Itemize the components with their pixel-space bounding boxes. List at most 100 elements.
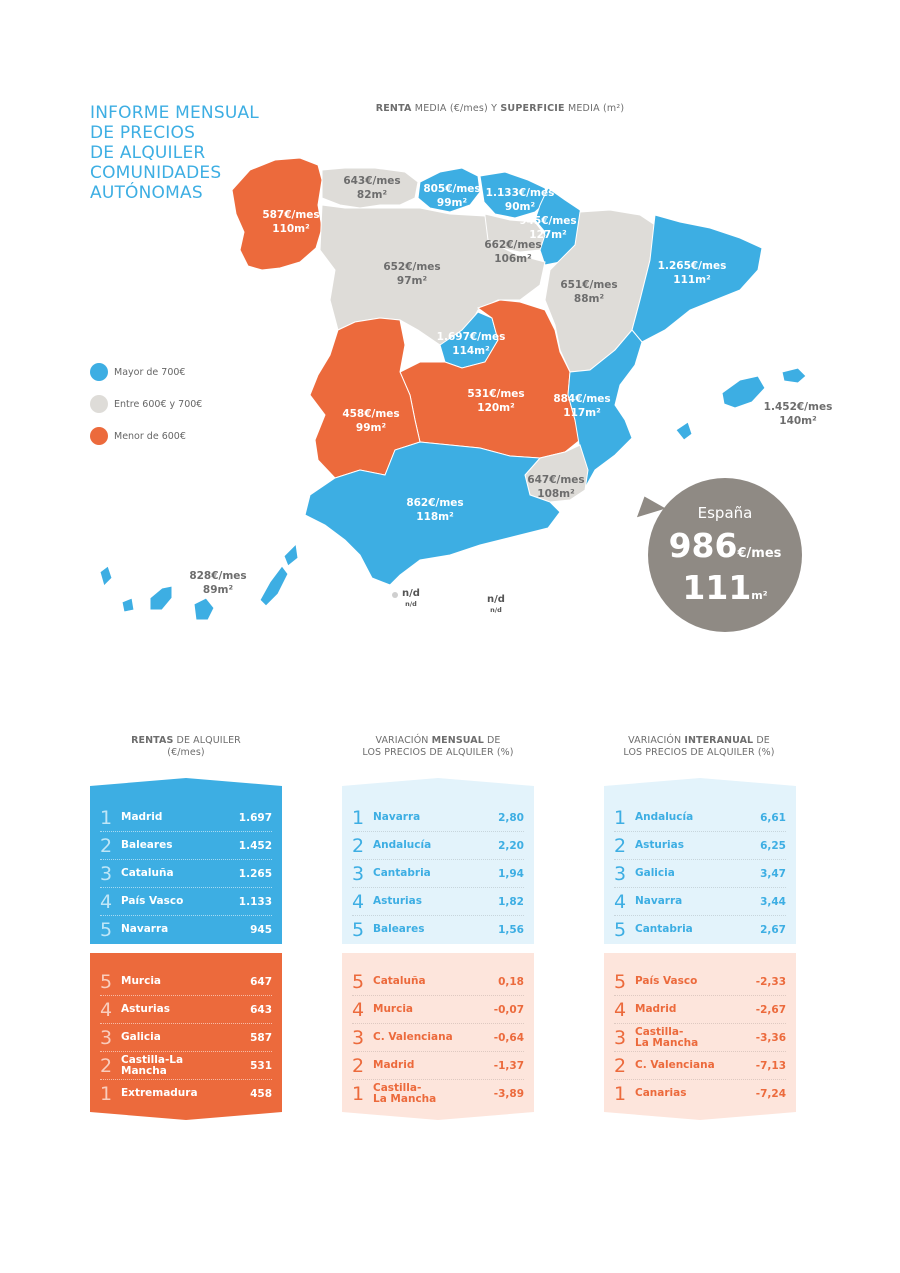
ranking-region: Galicia xyxy=(121,1031,161,1043)
ranking-value: 643 xyxy=(250,1003,272,1016)
region-cataluna xyxy=(631,214,763,343)
ranking-value: -0,07 xyxy=(493,1003,524,1016)
ranking-position: 4 xyxy=(614,890,627,913)
ranking-row: 3 Castilla- La Mancha -3,36 xyxy=(614,1023,786,1051)
region-canarias-5 xyxy=(259,565,289,607)
ranking-value: 531 xyxy=(250,1059,272,1072)
ranking-region: Andalucía xyxy=(373,839,432,851)
ranking-row: 5 Murcia 647 xyxy=(100,968,272,995)
ranking-region: C. Valenciana xyxy=(635,1059,715,1071)
region-area: 106m² xyxy=(494,253,532,265)
spain-rent-unit: €/mes xyxy=(737,546,782,561)
ranking-region: Extremadura xyxy=(121,1087,198,1099)
region-navarra xyxy=(534,187,586,266)
spain-area: 111m² xyxy=(648,568,802,607)
top-ranking: 1 Madrid 1.697 2 Baleares 1.452 3 Cataluña 1.265… xyxy=(90,778,282,944)
region-rent: 884€/mes xyxy=(553,393,611,405)
ranking-region: Castilla- La Mancha xyxy=(635,1025,699,1049)
region-area: 120m² xyxy=(477,402,515,414)
region-label-asturias: 643€/mes 82m² xyxy=(343,174,400,202)
map-heading: RENTA MEDIA (€/mes) Y SUPERFICIE MEDIA (… xyxy=(300,103,700,114)
ranking-region: Navarra xyxy=(121,923,169,935)
ranking-position: 4 xyxy=(100,890,113,913)
region-canarias-6 xyxy=(283,542,299,567)
region-label-pais-vasco: 1.133€/mes 90m² xyxy=(486,186,555,214)
nd-label-melilla: n/d n/d xyxy=(487,594,505,616)
ranking-region: Cataluña xyxy=(121,867,174,879)
title-line: DE ALQUILER xyxy=(90,143,206,163)
ranking-row: 1 Madrid 1.697 xyxy=(100,804,272,831)
region-area: 127m² xyxy=(529,229,567,241)
ranking-position: 1 xyxy=(614,1082,627,1105)
ranking-position: 4 xyxy=(100,998,113,1021)
region-area: 117m² xyxy=(563,407,601,419)
region-label-andalucia: 862€/mes 118m² xyxy=(406,496,463,524)
region-rent: 652€/mes xyxy=(383,261,441,273)
ranking-region: Andalucía xyxy=(635,811,694,823)
spain-area-value: 111 xyxy=(682,568,752,607)
region-rent: 587€/mes xyxy=(262,209,320,221)
spain-rent: 986€/mes xyxy=(648,526,802,565)
column-title-line: VARIACIÓN INTERANUAL DE xyxy=(569,735,829,747)
ranking-position: 5 xyxy=(100,918,113,941)
region-canarias-2 xyxy=(121,597,135,613)
column-title-line2: LOS PRECIOS DE ALQUILER (%) xyxy=(623,747,775,758)
ranking-position: 1 xyxy=(614,806,627,829)
ranking-panel-rentas: 1 Madrid 1.697 2 Baleares 1.452 3 Cataluña 1.265… xyxy=(90,778,282,1120)
region-baleares-ibiza xyxy=(675,421,693,441)
column-title-post: DE xyxy=(483,735,501,746)
ranking-value: 1.265 xyxy=(238,867,272,880)
region-label-baleares: 1.452€/mes 140m² xyxy=(764,400,833,428)
ranking-position: 5 xyxy=(614,970,627,993)
column-title-line2: LOS PRECIOS DE ALQUILER (%) xyxy=(362,747,514,758)
title-line: AUTÓNOMAS xyxy=(90,183,203,203)
ranking-value: 0,18 xyxy=(498,975,524,988)
ranking-value: -1,37 xyxy=(493,1059,524,1072)
region-area: 140m² xyxy=(779,415,817,427)
ranking-row: 4 Asturias 643 xyxy=(100,995,272,1023)
region-rent: 647€/mes xyxy=(527,474,585,486)
region-rent: 945€/mes xyxy=(519,215,577,227)
ranking-position: 5 xyxy=(352,918,365,941)
page-title: INFORME MENSUAL DE PRECIOS DE ALQUILER C… xyxy=(90,103,290,203)
ranking-row: 5 País Vasco -2,33 xyxy=(614,968,786,995)
ranking-region: Galicia xyxy=(635,867,675,879)
ranking-position: 2 xyxy=(100,834,113,857)
ranking-row: 3 Cataluña 1.265 xyxy=(100,859,272,887)
ranking-value: -0,64 xyxy=(493,1031,524,1044)
ranking-panel-mensual: 1 Navarra 2,80 2 Andalucía 2,20 3 Cantabria 1,94… xyxy=(342,778,534,1120)
ranking-region: Baleares xyxy=(121,839,173,851)
ceuta-marker xyxy=(392,592,398,598)
nd-sub: n/d xyxy=(405,600,417,608)
region-rent: 1.133€/mes xyxy=(485,187,555,199)
ranking-row: 3 Galicia 3,47 xyxy=(614,859,786,887)
ranking-value: -3,89 xyxy=(493,1087,524,1100)
ranking-position: 2 xyxy=(614,1054,627,1077)
region-label-castilla-leon: 652€/mes 97m² xyxy=(383,260,440,288)
ranking-region: Castilla-La Mancha xyxy=(121,1053,184,1077)
spain-name: España xyxy=(697,504,753,522)
ranking-row: 5 Cantabria 2,67 xyxy=(614,915,786,943)
region-label-galicia: 587€/mes 110m² xyxy=(262,208,319,236)
region-area: 99m² xyxy=(355,422,387,434)
ranking-position: 3 xyxy=(352,862,365,885)
column-title-bold: RENTAS xyxy=(131,735,174,746)
ranking-value: 2,80 xyxy=(498,811,524,824)
map-heading-bold: RENTA xyxy=(375,103,412,114)
ranking-row: 4 Murcia -0,07 xyxy=(352,995,524,1023)
ranking-position: 3 xyxy=(100,1026,113,1049)
region-baleares-mallorca xyxy=(721,375,766,409)
ranking-value: 1.452 xyxy=(238,839,272,852)
ranking-row: 1 Navarra 2,80 xyxy=(352,804,524,831)
region-canarias-3 xyxy=(149,585,173,611)
ranking-value: 3,47 xyxy=(760,867,786,880)
column-title-rentas: RENTAS DE ALQUILER (€/mes) xyxy=(56,735,316,759)
ranking-region: Cantabria xyxy=(373,867,431,879)
region-area: 99m² xyxy=(436,197,468,209)
spain-map xyxy=(99,157,807,621)
ranking-region: Cataluña xyxy=(373,975,426,987)
nd-label-ceuta: n/d n/d xyxy=(402,588,420,610)
column-title-line: RENTAS DE ALQUILER xyxy=(56,735,316,747)
ranking-region: Baleares xyxy=(373,923,425,935)
ranking-region: País Vasco xyxy=(121,895,184,907)
